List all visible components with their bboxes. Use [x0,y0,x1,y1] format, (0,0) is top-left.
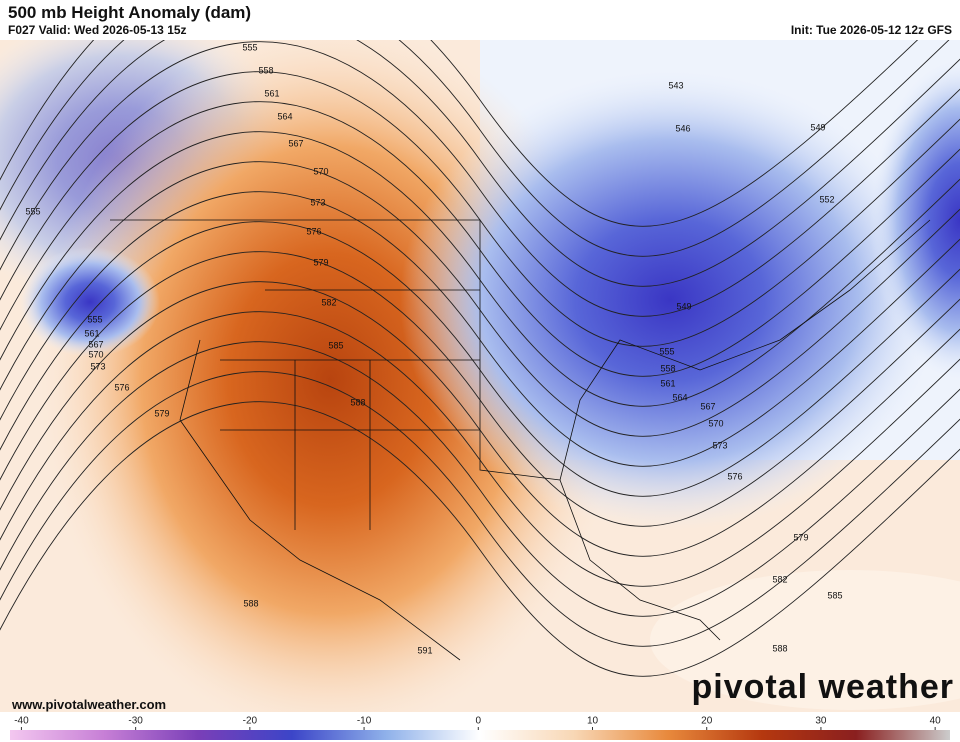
contour-label: 555 [659,346,674,356]
contour-line [0,40,960,287]
contour-label: 588 [243,598,258,608]
site-url: www.pivotalweather.com [12,697,167,712]
contour-line [0,401,960,677]
contour-label: 561 [264,88,279,98]
contour-label: 546 [675,123,690,133]
colorbar-tick-label: -20 [243,716,258,727]
shading [0,40,960,712]
contour-label: 588 [350,397,365,407]
contour-label: 555 [25,206,40,216]
contour-label: 549 [810,122,825,132]
contour-label: 570 [88,349,103,359]
colorbar-tick-label: 40 [930,716,942,727]
contour-label: 579 [313,257,328,267]
contour-label: 579 [793,532,808,542]
contour-label: 576 [306,226,321,236]
contour-labels: 5555585615645675705735765795825855885915… [25,42,842,655]
contour-label: 564 [672,392,687,402]
colorbar-tick-label: 20 [701,716,713,727]
contour-label: 567 [700,401,715,411]
colorbar-tick-label: 30 [815,716,827,727]
contour-line [0,40,950,257]
contour-label: 576 [114,382,129,392]
contour-line [0,341,960,617]
map: 5555585615645675705735765795825855885915… [0,40,960,712]
colorbar-tick-label: -10 [357,716,372,727]
contour-label: 585 [827,590,842,600]
contour-label: 582 [772,574,787,584]
contour-label: 561 [84,328,99,338]
contour-label: 558 [660,363,675,373]
colorbar-tick-label: -30 [128,716,143,727]
contour-line [0,41,960,317]
contour-label: 555 [242,42,257,52]
colorbar-tick-label: 10 [587,716,599,727]
contour-label: 573 [90,361,105,371]
colorbar-ramp [10,730,950,740]
colorbar-tick-label: 0 [476,716,482,727]
contour-label: 585 [328,340,343,350]
contour-label: 552 [819,194,834,204]
contour-line [0,371,960,647]
contour-label: 558 [258,65,273,75]
contour-label: 588 [772,643,787,653]
contour-label: 579 [154,408,169,418]
contour-label: 576 [727,471,742,481]
contour-label: 582 [321,297,336,307]
contour-line [0,40,919,227]
colorbar: -40 -30 -20 -10 0 10 20 30 40 [10,716,950,740]
valid-time: F027 Valid: Wed 2026-05-13 15z [8,23,187,37]
contour-label: 573 [310,197,325,207]
contour-label: 564 [277,111,292,121]
contour-label: 567 [288,138,303,148]
contour-label: 570 [708,418,723,428]
contour-label: 555 [87,314,102,324]
contour-label: 570 [313,166,328,176]
contour-label: 591 [417,645,432,655]
colorbar-tick-label: -40 [14,716,29,727]
contour-label: 543 [668,80,683,90]
borders [110,219,931,661]
contour-label: 561 [660,378,675,388]
contour-label: 549 [676,301,691,311]
contour-label: 573 [712,440,727,450]
logo: pivotal weather [691,668,954,706]
contour-label: 567 [88,339,103,349]
init-time: Init: Tue 2026-05-12 12z GFS [790,23,952,37]
map-title: 500 mb Height Anomaly (dam) [8,3,252,22]
